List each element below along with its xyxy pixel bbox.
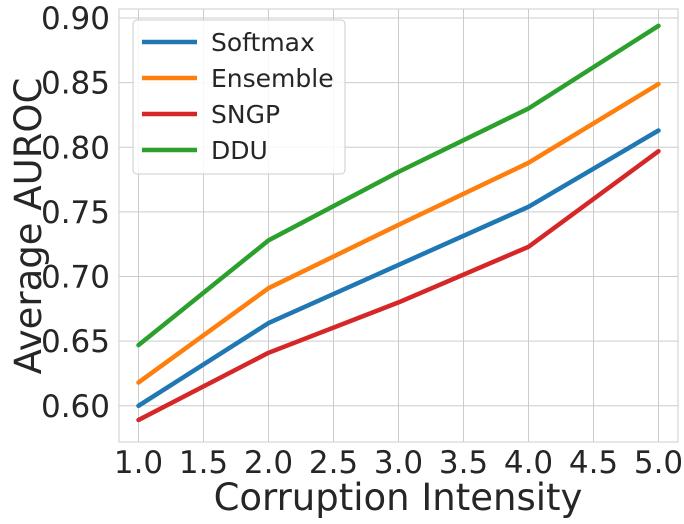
- x-tick-label: 1.5: [179, 445, 228, 481]
- series-line-ddu: [136, 23, 661, 348]
- y-axis-label: Average AUROC: [7, 78, 50, 375]
- x-tick-label: 3.0: [374, 445, 423, 481]
- y-tick-label: 0.90: [41, 1, 110, 37]
- series-line-sngp: [136, 148, 661, 423]
- y-tick-label: 0.65: [41, 324, 110, 360]
- x-tick-label: 4.5: [569, 445, 618, 481]
- legend-label-sngp: SNGP: [211, 100, 280, 129]
- y-tick-label: 0.70: [41, 260, 110, 296]
- x-tick-label: 5.0: [634, 445, 683, 481]
- x-tick-label: 4.0: [504, 445, 553, 481]
- legend-label-ddu: DDU: [211, 136, 268, 165]
- y-tick-label: 0.60: [41, 389, 110, 425]
- legend-label-softmax: Softmax: [211, 28, 315, 57]
- x-tick-label: 2.5: [309, 445, 358, 481]
- y-tick-label: 0.80: [41, 130, 110, 166]
- series-lines: [136, 23, 661, 423]
- legend-label-ensemble: Ensemble: [211, 64, 334, 93]
- x-axis-label: Corruption Intensity: [214, 476, 583, 519]
- y-tick-label: 0.75: [41, 195, 110, 231]
- legend-box: [132, 19, 346, 175]
- y-tick-labels: 0.60 0.65 0.70 0.75 0.80 0.85 0.90: [41, 1, 110, 425]
- series-line-ensemble: [136, 81, 661, 385]
- x-tick-labels: 1.0 1.5 2.0 2.5 3.0 3.5 4.0 4.5 5.0: [114, 445, 683, 481]
- x-tick-label: 2.0: [244, 445, 293, 481]
- x-tick-label: 1.0: [114, 445, 163, 481]
- x-tick-label: 3.5: [439, 445, 488, 481]
- legend: Softmax Ensemble SNGP DDU: [132, 19, 346, 175]
- y-tick-label: 0.85: [41, 66, 110, 102]
- series-line-softmax: [136, 128, 661, 409]
